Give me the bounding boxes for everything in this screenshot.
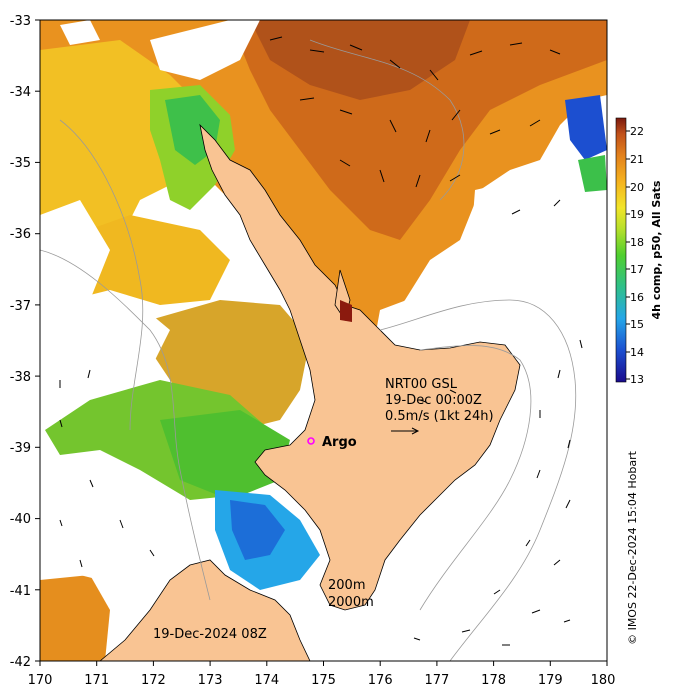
isobath-contours (40, 39, 577, 661)
argo-label: Argo (322, 435, 357, 450)
lon-tick-label: 172 (141, 673, 166, 688)
colorbar-tick-label: 16 (630, 291, 644, 304)
product-date-label: 19-Dec 00:00Z (385, 393, 482, 408)
lat-tick-label: -40 (10, 512, 31, 527)
map-panel (40, 20, 607, 661)
current-vectors (59, 36, 583, 646)
longitude-axis: 170 171 172 173 174 175 176 177 178 179 … (28, 673, 616, 688)
axis-tick-marks (35, 19, 608, 666)
vector-scale-arrow (391, 427, 420, 435)
colorbar-title: 4h comp, p50, All Sats (650, 180, 663, 319)
lon-tick-label: 170 (28, 673, 53, 688)
vector-scale-label: 0.5m/s (1kt 24h) (385, 409, 494, 424)
lon-tick-label: 177 (424, 673, 449, 688)
lat-tick-label: -36 (10, 227, 31, 242)
lon-tick-label: 173 (198, 673, 223, 688)
lon-tick-label: 176 (368, 673, 393, 688)
colorbar-ticks (626, 130, 630, 380)
lat-tick-label: -38 (10, 370, 31, 385)
lat-tick-label: -37 (10, 299, 31, 314)
lon-tick-label: 171 (84, 673, 109, 688)
colorbar-tick-label: 22 (630, 125, 644, 138)
lat-tick-label: -34 (10, 85, 31, 100)
lon-tick-label: 175 (311, 673, 336, 688)
lat-tick-label: -33 (10, 14, 31, 29)
colorbar-gradient (615, 117, 627, 383)
lat-tick-label: -42 (10, 655, 31, 670)
colorbar: 22 21 20 19 18 17 16 15 14 13 4h comp, p… (615, 117, 663, 386)
latitude-axis: -33 -34 -35 -36 -37 -38 -39 -40 -41 -42 (10, 14, 31, 670)
lon-tick-label: 179 (538, 673, 563, 688)
map-annotations: NRT00 GSL 19-Dec 00:00Z 0.5m/s (1kt 24h)… (153, 377, 494, 642)
imos-credit: © IMOS 22-Dec-2024 15:04 Hobart (626, 450, 639, 645)
product-label: NRT00 GSL (385, 377, 458, 392)
lat-tick-label: -35 (10, 156, 31, 171)
isobath-200-label: 200m (328, 578, 365, 593)
colorbar-tick-label: 13 (630, 373, 644, 386)
colorbar-tick-label: 17 (630, 263, 644, 276)
colorbar-tick-label: 20 (630, 181, 644, 194)
composite-date-label: 19-Dec-2024 08Z (153, 627, 267, 642)
isobath-2000-label: 2000m (328, 595, 374, 610)
lon-tick-label: 180 (591, 673, 616, 688)
lon-tick-label: 178 (481, 673, 506, 688)
argo-float-marker (307, 437, 315, 445)
colorbar-tick-label: 14 (630, 346, 644, 359)
lon-tick-label: 174 (254, 673, 279, 688)
lat-tick-label: -41 (10, 584, 31, 599)
colorbar-tick-label: 15 (630, 318, 644, 331)
north-island (199, 123, 521, 611)
colorbar-tick-label: 21 (630, 153, 644, 166)
lat-tick-label: -39 (10, 441, 31, 456)
colorbar-tick-label: 18 (630, 236, 644, 249)
colorbar-tick-label: 19 (630, 208, 644, 221)
south-island (40, 559, 311, 661)
